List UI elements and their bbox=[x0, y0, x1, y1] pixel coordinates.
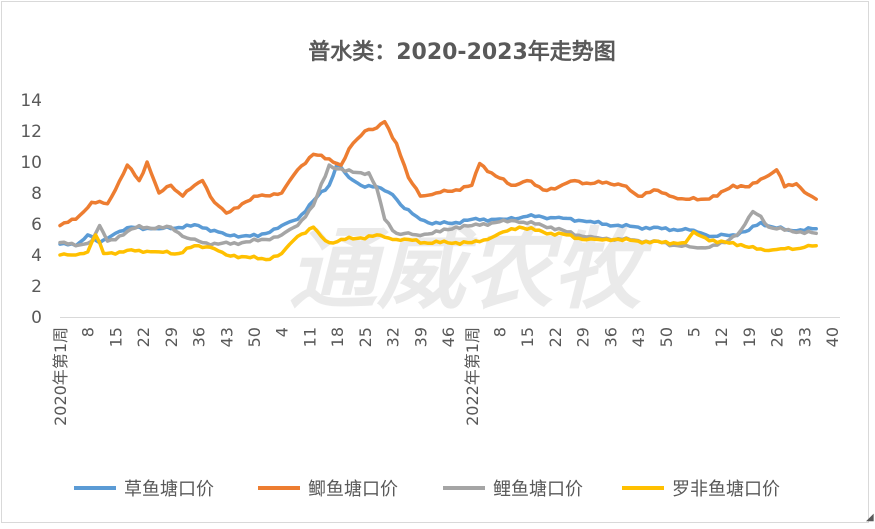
x-tick-label: 39 bbox=[411, 327, 430, 347]
y-tick-label: 2 bbox=[31, 277, 42, 297]
x-tick-label: 25 bbox=[356, 327, 375, 347]
x-tick-label: 15 bbox=[518, 327, 537, 347]
legend: 草鱼塘口价 鲫鱼塘口价 鲤鱼塘口价 罗非鱼塘口价 bbox=[74, 479, 780, 500]
x-tick-label: 2020年第1周 bbox=[51, 327, 70, 426]
x-tick-label: 50 bbox=[657, 327, 676, 347]
y-tick-label: 4 bbox=[31, 246, 42, 266]
y-tick-label: 12 bbox=[20, 122, 42, 142]
y-tick-label: 6 bbox=[31, 215, 42, 235]
watermark-text: 通威农牧 bbox=[289, 218, 653, 321]
x-tick-label: 8 bbox=[79, 327, 98, 337]
x-tick-label: 43 bbox=[217, 327, 236, 347]
y-axis: 0 2 4 6 8 10 12 14 bbox=[20, 91, 42, 328]
legend-label-0: 草鱼塘口价 bbox=[124, 479, 214, 500]
x-tick-label: 50 bbox=[245, 327, 264, 347]
series-line-2 bbox=[58, 163, 818, 250]
x-tick-label: 46 bbox=[439, 327, 458, 347]
watermark: 通威农牧 bbox=[289, 218, 653, 321]
chart-border bbox=[1, 1, 869, 523]
x-tick-label: 32 bbox=[384, 327, 403, 347]
x-tick-label: 33 bbox=[795, 327, 814, 347]
x-tick-label: 22 bbox=[134, 327, 153, 347]
x-tick-label: 43 bbox=[629, 327, 648, 347]
x-tick-label: 40 bbox=[823, 327, 842, 347]
resize-handle-icon[interactable]: ◢ bbox=[866, 512, 874, 523]
x-tick-label: 29 bbox=[574, 327, 593, 347]
plot-area bbox=[58, 119, 818, 262]
y-tick-label: 14 bbox=[20, 91, 42, 111]
x-tick-label: 12 bbox=[712, 327, 731, 347]
series-line-3 bbox=[58, 225, 818, 262]
legend-label-3: 罗非鱼塘口价 bbox=[672, 479, 780, 500]
series-line-0 bbox=[58, 161, 818, 248]
x-tick-label: 22 bbox=[546, 327, 565, 347]
x-tick-label: 2022年第1周 bbox=[463, 327, 482, 426]
x-tick-label: 4 bbox=[273, 327, 292, 337]
x-tick-label: 29 bbox=[162, 327, 181, 347]
x-tick-label: 11 bbox=[300, 327, 319, 347]
x-tick-label: 19 bbox=[740, 327, 759, 347]
x-tick-label: 26 bbox=[768, 327, 787, 347]
x-tick-label: 5 bbox=[685, 327, 704, 337]
chart-title: 普水类：2020-2023年走势图 bbox=[308, 39, 616, 65]
x-tick-label: 36 bbox=[190, 327, 209, 347]
x-tick-label: 36 bbox=[601, 327, 620, 347]
y-tick-label: 8 bbox=[31, 184, 42, 204]
x-tick-label: 15 bbox=[106, 327, 125, 347]
legend-label-1: 鲫鱼塘口价 bbox=[308, 479, 398, 500]
x-tick-label: 8 bbox=[490, 327, 509, 337]
y-tick-label: 10 bbox=[20, 153, 42, 173]
x-tick-label: 18 bbox=[328, 327, 347, 347]
x-axis: 2020年第1周 8 15 22 29 36 43 50 4 11 18 25 32 39 46 2022年第… bbox=[51, 317, 842, 426]
legend-label-2: 鲤鱼塘口价 bbox=[493, 479, 583, 500]
series-line-1 bbox=[58, 119, 818, 228]
y-tick-label: 0 bbox=[31, 308, 42, 328]
